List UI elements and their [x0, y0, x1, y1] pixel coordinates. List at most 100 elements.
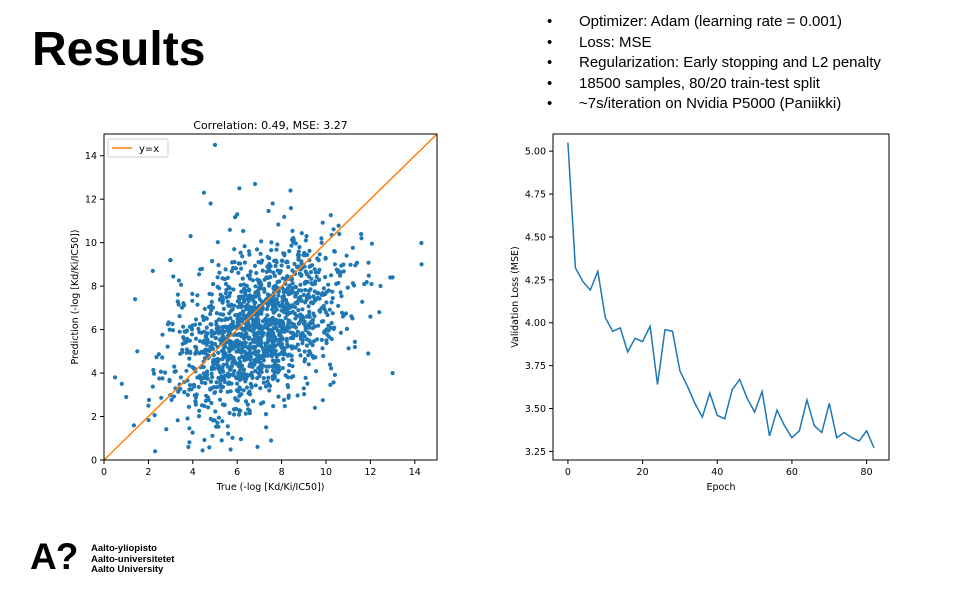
scatter-point	[359, 232, 364, 237]
scatter-point	[205, 376, 210, 381]
scatter-point	[210, 374, 215, 380]
scatter-point	[302, 349, 307, 354]
scatter-point	[213, 409, 218, 414]
scatter-point	[260, 319, 265, 324]
scatter-point	[256, 293, 261, 298]
scatter-point	[208, 311, 213, 317]
scatter-point	[289, 358, 294, 363]
scatter-point	[273, 325, 279, 330]
scatter-point	[237, 393, 242, 399]
scatter-point	[204, 325, 209, 330]
scatter-point	[287, 320, 292, 325]
scatter-point	[182, 390, 187, 395]
scatter-point	[160, 355, 165, 360]
scatter-point	[175, 418, 180, 423]
scatter-point	[344, 253, 349, 258]
scatter-point	[258, 251, 263, 256]
scatter-point	[272, 370, 277, 375]
x-axis-label: Epoch	[706, 482, 735, 493]
scatter-point	[215, 420, 220, 425]
scatter-point	[190, 365, 195, 370]
scatter-point	[213, 336, 218, 341]
scatter-point	[263, 350, 269, 355]
scatter-point	[194, 345, 199, 350]
scatter-point	[209, 299, 214, 304]
scatter-point	[260, 307, 265, 312]
scatter-point	[360, 299, 365, 304]
scatter-point	[274, 247, 279, 252]
scatter-point	[266, 208, 271, 214]
scatter-point	[215, 275, 220, 280]
scatter-point	[295, 329, 300, 334]
scatter-point	[261, 330, 266, 335]
scatter-point	[257, 278, 262, 283]
scatter-point	[150, 268, 155, 273]
scatter-point	[327, 334, 332, 339]
scatter-point	[214, 380, 219, 385]
scatter-point	[293, 241, 298, 246]
scatter-point	[252, 181, 258, 187]
scatter-point	[223, 267, 228, 272]
scatter-point	[264, 425, 269, 430]
scatter-point	[197, 408, 202, 413]
scatter-point	[289, 237, 295, 242]
scatter-point	[326, 323, 331, 328]
scatter-point	[205, 395, 210, 400]
scatter-point	[236, 270, 241, 275]
scatter-point	[316, 323, 321, 328]
scatter-point	[284, 259, 290, 264]
scatter-point	[282, 306, 287, 311]
scatter-point	[235, 299, 240, 304]
scatter-point	[324, 341, 329, 346]
scatter-point	[319, 240, 324, 245]
scatter-point	[298, 353, 303, 358]
y-axis-label: Validation Loss (MSE)	[510, 246, 521, 347]
y-tick-label: 8	[91, 282, 97, 293]
scatter-point	[262, 277, 267, 282]
scatter-point	[194, 348, 199, 353]
x-tick-label: 4	[190, 467, 196, 478]
scatter-point	[312, 339, 317, 344]
scatter-point	[274, 317, 279, 322]
scatter-point	[269, 438, 274, 443]
scatter-point	[282, 349, 287, 354]
scatter-point	[323, 275, 328, 280]
scatter-point	[276, 222, 281, 227]
scatter-point	[354, 260, 360, 265]
scatter-point	[298, 282, 303, 287]
scatter-point	[228, 389, 233, 394]
scatter-point	[185, 416, 190, 421]
scatter-point	[247, 252, 252, 257]
scatter-point	[267, 262, 272, 267]
scatter-point	[266, 364, 271, 369]
scatter-point	[195, 302, 200, 307]
scatter-point	[312, 405, 317, 410]
scatter-point	[259, 327, 264, 332]
scatter-point	[215, 240, 220, 245]
scatter-point	[211, 282, 216, 287]
scatter-point	[253, 352, 259, 357]
scatter-point	[308, 270, 314, 275]
scatter-point	[290, 228, 295, 233]
scatter-point	[187, 356, 192, 361]
scatter-point	[193, 336, 199, 341]
scatter-point	[223, 281, 229, 287]
scatter-point	[273, 304, 278, 309]
scatter-point	[212, 330, 217, 335]
scatter-point	[179, 282, 184, 287]
scatter-point	[232, 369, 237, 374]
bullet-item-timing: ~7s/iteration on Nvidia P5000 (Paniikki)	[543, 94, 881, 115]
scatter-point	[206, 304, 212, 310]
scatter-point	[187, 324, 192, 329]
scatter-point	[352, 283, 357, 288]
x-tick-label: 6	[234, 467, 240, 478]
scatter-point	[220, 334, 225, 339]
scatter-point	[275, 242, 280, 247]
scatter-point	[199, 403, 204, 408]
scatter-point	[217, 270, 222, 275]
scatter-point	[271, 270, 276, 275]
scatter-point	[280, 276, 285, 281]
scatter-point	[303, 287, 308, 293]
scatter-point	[243, 340, 248, 345]
scatter-point	[251, 399, 256, 404]
